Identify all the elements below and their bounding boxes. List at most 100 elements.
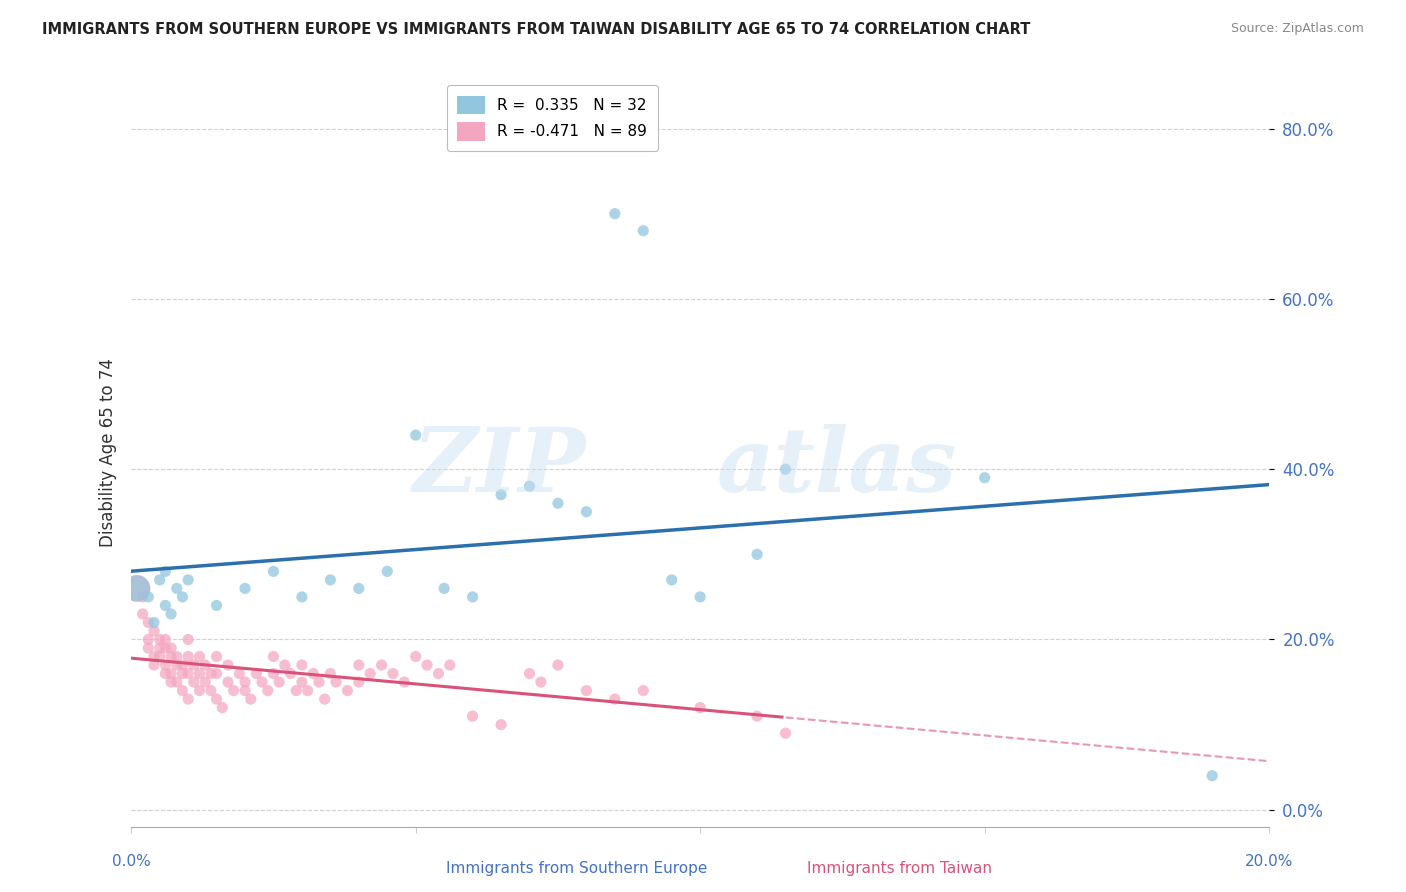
Point — [194, 658, 217, 673]
Text: atlas: atlas — [717, 424, 956, 510]
Text: Immigrants from Taiwan: Immigrants from Taiwan — [807, 861, 993, 876]
Point — [188, 666, 211, 681]
Point — [530, 675, 553, 690]
Point — [149, 640, 172, 655]
Point — [177, 649, 200, 664]
Point — [489, 717, 512, 731]
Point — [160, 675, 183, 690]
Point — [205, 666, 228, 681]
Point — [155, 658, 177, 673]
Point — [136, 590, 159, 604]
Point — [172, 590, 194, 604]
Point — [160, 649, 183, 664]
Point — [489, 488, 512, 502]
Point — [1201, 769, 1223, 783]
Point — [336, 683, 359, 698]
Point — [177, 632, 200, 647]
Point — [381, 666, 404, 681]
Point — [233, 582, 256, 596]
Point — [250, 675, 273, 690]
Point — [155, 565, 177, 579]
Point — [575, 505, 598, 519]
Point — [166, 658, 188, 673]
Point — [575, 683, 598, 698]
Point — [222, 683, 245, 698]
Point — [547, 496, 569, 510]
Point — [461, 709, 484, 723]
Point — [211, 700, 233, 714]
Point — [205, 649, 228, 664]
Point — [519, 479, 541, 493]
Text: Immigrants from Southern Europe: Immigrants from Southern Europe — [446, 861, 707, 876]
Point — [375, 565, 398, 579]
Point — [149, 632, 172, 647]
Point — [370, 658, 392, 673]
Point — [194, 675, 217, 690]
Point — [973, 471, 995, 485]
Point — [177, 666, 200, 681]
Point — [205, 692, 228, 706]
Point — [745, 709, 768, 723]
Point — [172, 666, 194, 681]
Point — [461, 590, 484, 604]
Point — [519, 666, 541, 681]
Point — [405, 428, 427, 442]
Point — [280, 666, 302, 681]
Point — [547, 658, 569, 673]
Point — [136, 615, 159, 630]
Point — [347, 675, 370, 690]
Point — [319, 666, 342, 681]
Point — [149, 573, 172, 587]
Point — [416, 658, 439, 673]
Point — [291, 675, 314, 690]
Point — [143, 624, 166, 638]
Point — [359, 666, 381, 681]
Point — [155, 640, 177, 655]
Text: IMMIGRANTS FROM SOUTHERN EUROPE VS IMMIGRANTS FROM TAIWAN DISABILITY AGE 65 TO 7: IMMIGRANTS FROM SOUTHERN EUROPE VS IMMIG… — [42, 22, 1031, 37]
Point — [433, 582, 456, 596]
Point — [136, 632, 159, 647]
Point — [183, 658, 205, 673]
Point — [143, 658, 166, 673]
Point — [125, 582, 148, 596]
Point — [689, 590, 711, 604]
Point — [775, 726, 797, 740]
Point — [439, 658, 461, 673]
Point — [285, 683, 308, 698]
Point — [188, 683, 211, 698]
Point — [136, 640, 159, 655]
Point — [274, 658, 297, 673]
Point — [143, 649, 166, 664]
Point — [160, 607, 183, 621]
Point — [775, 462, 797, 476]
Point — [633, 224, 655, 238]
Point — [172, 658, 194, 673]
Point — [228, 666, 250, 681]
Point — [143, 615, 166, 630]
Point — [177, 692, 200, 706]
Point — [291, 590, 314, 604]
Point — [149, 649, 172, 664]
Point — [291, 658, 314, 673]
Point — [155, 666, 177, 681]
Point — [233, 683, 256, 698]
Text: 20.0%: 20.0% — [1244, 854, 1294, 869]
Point — [661, 573, 683, 587]
Point — [745, 547, 768, 561]
Point — [155, 632, 177, 647]
Point — [200, 683, 222, 698]
Point — [183, 675, 205, 690]
Legend: R =  0.335   N = 32, R = -0.471   N = 89: R = 0.335 N = 32, R = -0.471 N = 89 — [447, 85, 658, 152]
Point — [325, 675, 347, 690]
Point — [405, 649, 427, 664]
Point — [233, 675, 256, 690]
Point — [217, 658, 239, 673]
Point — [200, 666, 222, 681]
Point — [347, 582, 370, 596]
Point — [239, 692, 262, 706]
Point — [177, 573, 200, 587]
Point — [155, 599, 177, 613]
Point — [263, 565, 285, 579]
Point — [302, 666, 325, 681]
Point — [188, 649, 211, 664]
